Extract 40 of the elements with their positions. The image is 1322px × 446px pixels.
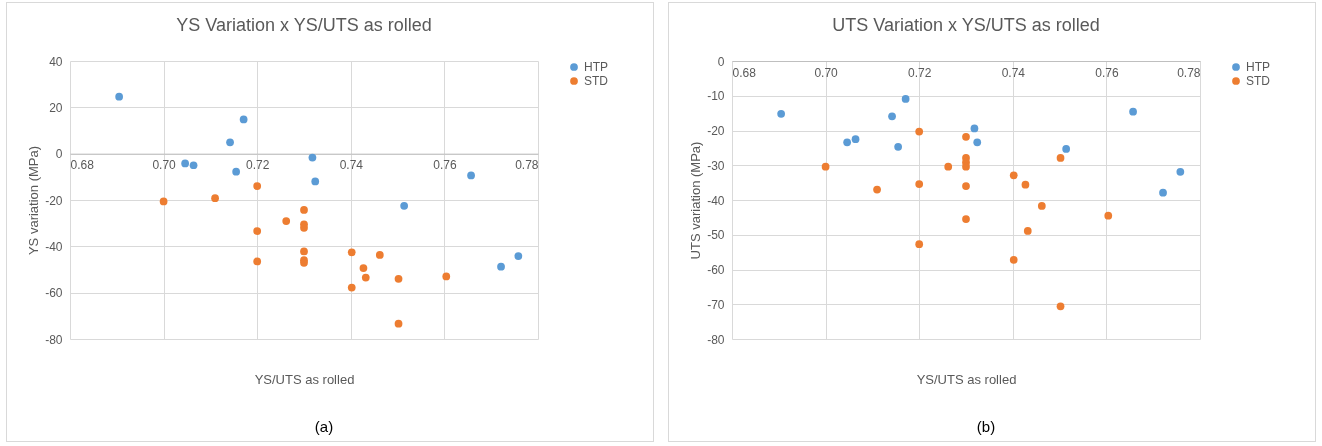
text: (a): [314, 418, 334, 435]
y-tick-label: -80: [707, 332, 725, 347]
x-tick-label: 0.74: [1001, 65, 1026, 80]
x-tick-label: 0.78: [1177, 65, 1201, 80]
x-tick-label: 0.76: [433, 158, 457, 173]
x-axis-title: YS/UTS as rolled: [254, 371, 355, 387]
y-tick-label: -40: [707, 193, 725, 208]
x-tick-label: 0.68: [732, 65, 757, 80]
legend-label: STD: [584, 74, 609, 88]
y-tick-label: -50: [707, 228, 725, 243]
y-tick-label: 20: [49, 100, 63, 115]
y-tick-label: 0: [55, 147, 63, 162]
y-tick-label: -20: [45, 193, 63, 208]
x-tick-label: 0.70: [152, 158, 177, 173]
x-tick-label: 0.68: [70, 158, 95, 173]
legend-label: STD: [1246, 74, 1271, 88]
x-tick-label: 0.70: [814, 65, 839, 80]
y-tick-label: -60: [45, 286, 63, 301]
y-axis-title: YS variation (MPa): [26, 145, 42, 256]
y-axis-title: UTS variation (MPa): [688, 141, 704, 260]
x-tick-label: 0.72: [246, 158, 270, 173]
x-axis-title: YS/UTS as rolled: [916, 371, 1017, 387]
x-tick-label: 0.74: [339, 158, 364, 173]
legend-label: HTP: [584, 60, 608, 74]
x-tick-label: 0.72: [908, 65, 932, 80]
chart-title: YS Variation x YS/UTS as rolled: [176, 15, 432, 35]
text: (b): [976, 418, 996, 435]
y-tick-label: -30: [707, 158, 725, 173]
y-tick-label: 40: [49, 54, 63, 69]
y-tick-label: -70: [707, 297, 725, 312]
y-tick-label: 0: [717, 54, 725, 69]
x-tick-label: 0.78: [515, 158, 539, 173]
y-tick-label: -60: [707, 263, 725, 277]
y-tick-label: -20: [707, 124, 725, 138]
chart-title: UTS Variation x YS/UTS as rolled: [832, 15, 1100, 35]
y-tick-label: -40: [45, 239, 63, 254]
y-tick-label: -80: [45, 332, 63, 347]
y-tick-label: -10: [707, 89, 725, 104]
legend-label: HTP: [1246, 60, 1270, 74]
x-tick-label: 0.76: [1095, 65, 1119, 80]
